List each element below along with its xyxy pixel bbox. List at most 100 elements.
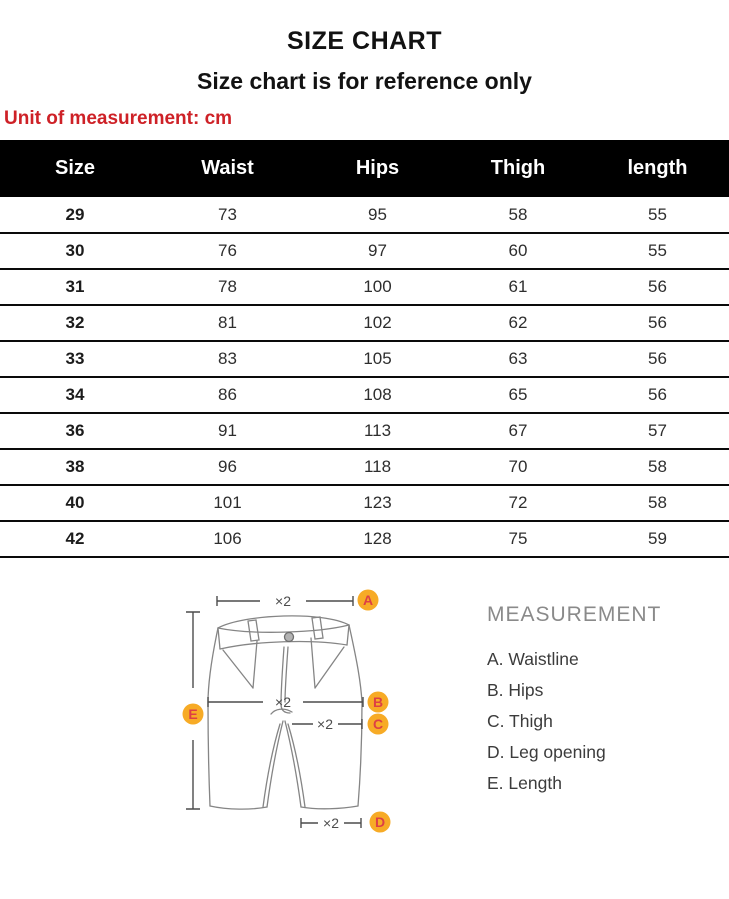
value-cell: 56 xyxy=(586,341,729,378)
left-belt-loop xyxy=(247,619,260,642)
multiplier-labels: ×2 ×2 ×2 ×2 xyxy=(275,593,339,831)
fly-line xyxy=(280,646,291,714)
legend-item: E. Length xyxy=(487,773,562,793)
table-row: 38 96 118 70 58 xyxy=(0,449,729,486)
value-cell: 81 xyxy=(150,305,305,342)
value-cell: 63 xyxy=(450,341,586,378)
header-row: Size Waist Hips Thigh length xyxy=(0,140,729,197)
legend-list: A. Waistline B. Hips C. Thigh D. Leg openin… xyxy=(487,644,661,799)
value-cell: 67 xyxy=(450,413,586,450)
value-cell: 70 xyxy=(450,449,586,486)
marker-b-letter: B xyxy=(373,694,383,710)
value-cell: 72 xyxy=(450,485,586,522)
value-cell: 56 xyxy=(586,305,729,342)
marker-b-circle xyxy=(367,691,389,713)
table-row: 30 76 97 60 55 xyxy=(0,233,729,270)
measure-lines xyxy=(186,596,364,828)
column-header-size: Size xyxy=(0,140,150,197)
measurement-legend: MEASUREMENT A. Waistline B. Hips C. Thigh D… xyxy=(487,603,661,799)
size-cell: 34 xyxy=(0,377,150,414)
value-cell: 100 xyxy=(305,269,450,306)
value-cell: 58 xyxy=(450,197,586,234)
unit-note: Unit of measurement: cm xyxy=(4,108,233,129)
table-row: 40 101 123 72 58 xyxy=(0,485,729,522)
column-header-waist: Waist xyxy=(150,140,305,197)
value-cell: 78 xyxy=(150,269,305,306)
right-belt-loop xyxy=(311,616,324,640)
right-inseam xyxy=(284,720,302,808)
table-row: 29 73 95 58 55 xyxy=(0,197,729,234)
right-hem xyxy=(300,805,359,810)
hips-multiplier-label: ×2 xyxy=(275,694,291,710)
value-cell: 56 xyxy=(586,269,729,306)
column-header-hips: Hips xyxy=(305,140,450,197)
legend-item: D. Leg opening xyxy=(487,742,606,762)
marker-leg-opening: D xyxy=(369,811,391,833)
size-table: Size Waist Hips Thigh length 29 73 95 58 55 30 76 9… xyxy=(0,140,729,558)
value-cell: 56 xyxy=(586,377,729,414)
marker-hips: B xyxy=(367,691,389,713)
column-header-thigh: Thigh xyxy=(450,140,586,197)
value-cell: 95 xyxy=(305,197,450,234)
value-cell: 101 xyxy=(150,485,305,522)
legend-heading: MEASUREMENT xyxy=(487,603,662,626)
marker-e-letter: E xyxy=(188,706,197,722)
legend-item: C. Thigh xyxy=(487,711,553,731)
shorts-outline xyxy=(207,615,363,810)
right-pocket-line xyxy=(314,646,345,689)
marker-d-letter: D xyxy=(375,814,385,830)
size-cell: 40 xyxy=(0,485,150,522)
crotch-arc xyxy=(270,708,293,715)
value-cell: 91 xyxy=(150,413,305,450)
value-cell: 105 xyxy=(305,341,450,378)
value-cell: 62 xyxy=(450,305,586,342)
size-cell: 31 xyxy=(0,269,150,306)
waistband-left-edge xyxy=(217,627,221,650)
leg-opening-measure-line xyxy=(300,818,362,828)
marker-d-circle xyxy=(369,811,391,833)
marker-a-circle xyxy=(357,589,379,611)
waistband-right-edge xyxy=(346,624,350,646)
left-inseam-inner xyxy=(262,723,281,808)
button-icon xyxy=(283,631,295,643)
table-row: 36 91 113 67 57 xyxy=(0,413,729,450)
hips-measure-line xyxy=(207,697,364,707)
value-cell: 96 xyxy=(150,449,305,486)
waistband-bottom-seam xyxy=(219,640,348,650)
table-row: 32 81 102 62 56 xyxy=(0,305,729,342)
value-cell: 61 xyxy=(450,269,586,306)
size-cell: 29 xyxy=(0,197,150,234)
page-subtitle: Size chart is for reference only xyxy=(197,68,532,94)
size-cell: 38 xyxy=(0,449,150,486)
value-cell: 118 xyxy=(305,449,450,486)
value-cell: 86 xyxy=(150,377,305,414)
right-outer-seam xyxy=(348,624,363,807)
marker-e-circle xyxy=(182,703,204,725)
value-cell: 55 xyxy=(586,233,729,270)
value-cell: 108 xyxy=(305,377,450,414)
marker-thigh: C xyxy=(367,713,389,735)
table-row: 34 86 108 65 56 xyxy=(0,377,729,414)
marker-a-letter: A xyxy=(363,592,373,608)
left-inseam xyxy=(266,720,284,808)
column-header-length: length xyxy=(586,140,729,197)
value-cell: 113 xyxy=(305,413,450,450)
marker-c-circle xyxy=(367,713,389,735)
size-cell: 33 xyxy=(0,341,150,378)
table-row: 31 78 100 61 56 xyxy=(0,269,729,306)
table-row: 42 106 128 75 59 xyxy=(0,521,729,558)
legend-item: A. Waistline xyxy=(487,649,579,669)
right-pocket-line-2 xyxy=(310,637,316,689)
waist-multiplier-label: ×2 xyxy=(275,593,291,609)
value-cell: 83 xyxy=(150,341,305,378)
left-hem xyxy=(209,805,268,810)
value-cell: 55 xyxy=(586,197,729,234)
left-pocket-line-2 xyxy=(252,640,258,689)
size-table-header: Size Waist Hips Thigh length xyxy=(0,140,729,197)
value-cell: 128 xyxy=(305,521,450,558)
shorts-diagram: ×2 ×2 ×2 ×2 A B C D E xyxy=(182,589,391,833)
value-cell: 97 xyxy=(305,233,450,270)
waist-measure-line xyxy=(216,596,354,606)
size-cell: 30 xyxy=(0,233,150,270)
